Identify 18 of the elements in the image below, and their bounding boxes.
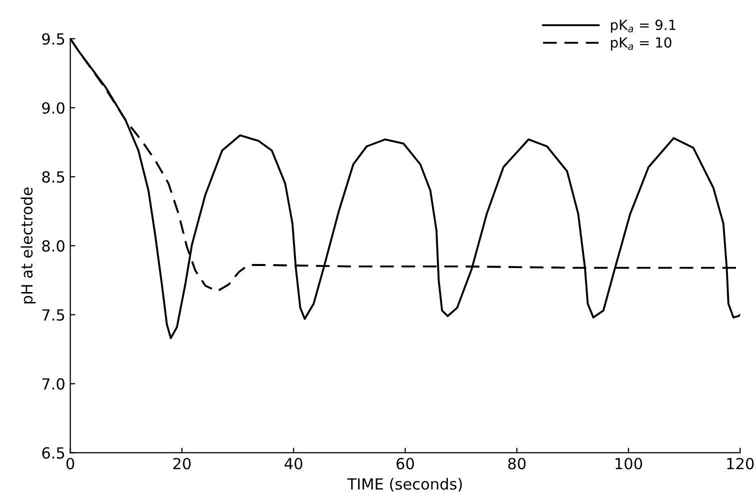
y-tick-label: 6.5 <box>42 447 64 459</box>
x-axis-title: TIME (seconds) <box>347 478 462 492</box>
x-tick-label: 60 <box>396 458 414 470</box>
y-tick-label: 8.5 <box>42 171 64 183</box>
legend-label: pK$_{a}$ = 9.1 <box>610 20 676 33</box>
x-tick-label: 20 <box>173 458 191 470</box>
y-axis-title: pH at electrode <box>20 187 36 304</box>
x-tick-label: 100 <box>616 458 642 470</box>
x-tick-label: 120 <box>727 458 754 470</box>
y-tick-label: 7.5 <box>42 309 64 321</box>
y-tick-label: 7.0 <box>42 378 64 390</box>
y-tick-label: 9.5 <box>42 33 64 45</box>
legend-label: pK$_{a}$ = 10 <box>610 37 672 50</box>
y-tick-label: 8.0 <box>42 240 64 252</box>
x-tick-label: 80 <box>508 458 526 470</box>
y-tick-label: 9.0 <box>42 102 64 114</box>
x-tick-label: 40 <box>284 458 302 470</box>
x-tick-label: 0 <box>66 458 74 470</box>
